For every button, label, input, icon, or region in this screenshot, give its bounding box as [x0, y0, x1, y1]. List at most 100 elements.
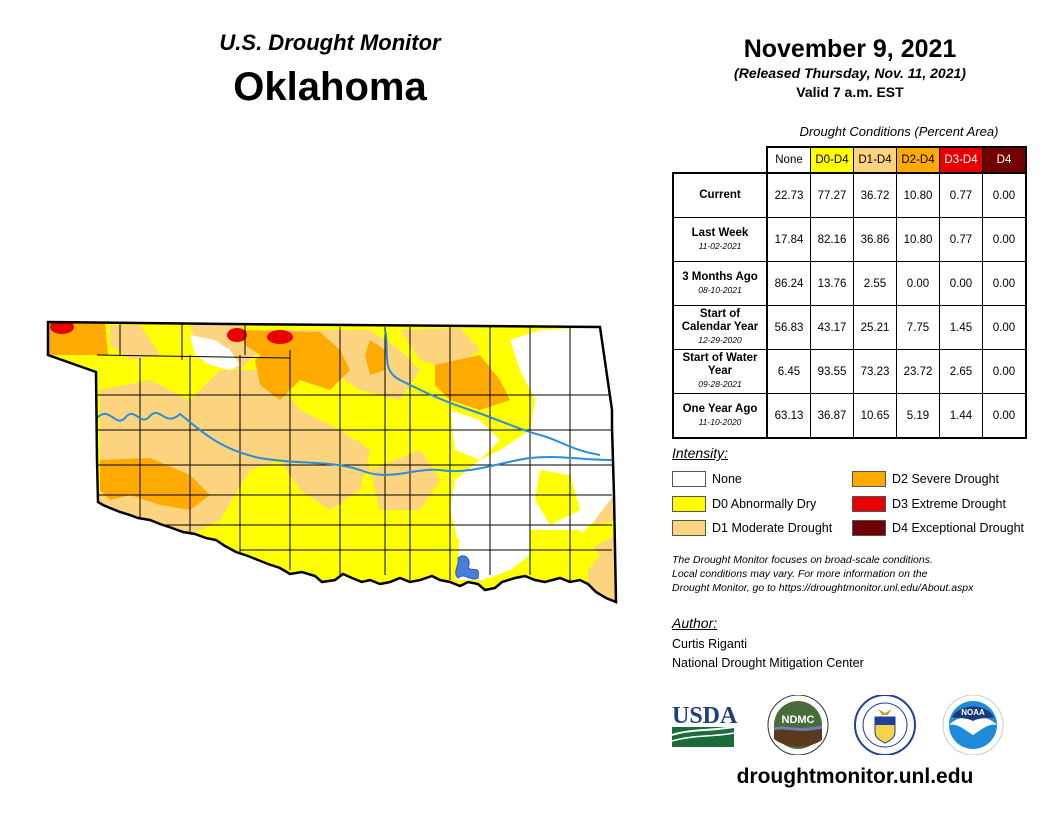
- cell-d0-d4: 77.27: [810, 172, 854, 218]
- cell-d3-d4: 0.77: [939, 172, 983, 218]
- row-label: 3 Months Ago 08-10-2021: [672, 261, 768, 306]
- cell-d0-d4: 36.87: [810, 393, 854, 439]
- cell-d1-d4: 36.72: [853, 172, 897, 218]
- table-row: One Year Ago 11-10-2020 63.13 36.87 10.65…: [672, 393, 1027, 439]
- site-url: droughtmonitor.unl.edu: [736, 765, 974, 788]
- cell-d3-d4: 0.00: [939, 261, 983, 306]
- cell-d0-d4: 43.17: [810, 305, 854, 350]
- row-title: One Year Ago: [682, 402, 758, 415]
- svg-text:USDA: USDA: [672, 703, 738, 729]
- row-title: Start of Water Year: [682, 352, 758, 377]
- table-caption: Drought Conditions (Percent Area): [799, 124, 999, 139]
- row-label: Last Week 11-02-2021: [672, 217, 768, 262]
- cell-d2-d4: 5.19: [896, 393, 940, 439]
- col-header-d3-d4: D3-D4: [939, 146, 983, 174]
- disclaimer-line: Local conditions may vary. For more info…: [672, 568, 928, 580]
- table-row: Start of Water Year 09-28-2021 6.45 93.55…: [672, 349, 1027, 394]
- row-label: Start of Water Year 09-28-2021: [672, 349, 768, 394]
- cell-d4: 0.00: [982, 261, 1027, 306]
- row-date: 09-28-2021: [698, 379, 742, 389]
- cell-d2-d4: 23.72: [896, 349, 940, 394]
- cell-none: 63.13: [766, 393, 811, 439]
- cell-none: 6.45: [766, 349, 811, 394]
- author-org: National Drought Mitigation Center: [672, 656, 864, 670]
- cell-d3-d4: 0.77: [939, 217, 983, 262]
- legend-title: Intensity:: [672, 445, 729, 461]
- cell-d1-d4: 2.55: [853, 261, 897, 306]
- cell-d2-d4: 7.75: [896, 305, 940, 350]
- legend-swatch: [852, 496, 886, 512]
- cell-d3-d4: 2.65: [939, 349, 983, 394]
- col-header-none: None: [766, 146, 811, 174]
- table-row: Start of Calendar Year 12-29-2020 56.83 4…: [672, 305, 1027, 350]
- table-header-row: None D0-D4 D1-D4 D2-D4 D3-D4 D4: [673, 146, 1027, 174]
- row-label: Start of Calendar Year 12-29-2020: [672, 305, 768, 350]
- cell-none: 17.84: [766, 217, 811, 262]
- legend-label: D1 Moderate Drought: [712, 521, 833, 535]
- cell-d0-d4: 93.55: [810, 349, 854, 394]
- oklahoma-drought-map: [46, 320, 618, 604]
- row-title: 3 Months Ago: [682, 270, 758, 283]
- cell-d4: 0.00: [982, 305, 1027, 350]
- valid-time: Valid 7 a.m. EST: [796, 84, 904, 100]
- cell-d3-d4: 1.45: [939, 305, 983, 350]
- table-row: Last Week 11-02-2021 17.84 82.16 36.86 10…: [672, 217, 1027, 262]
- cell-d1-d4: 73.23: [853, 349, 897, 394]
- col-header-d0-d4: D0-D4: [810, 146, 854, 174]
- table-row: Current 22.73 77.27 36.72 10.80 0.77 0.0…: [672, 172, 1027, 218]
- ndmc-logo-icon: NDMC: [767, 695, 829, 755]
- cell-d4: 0.00: [982, 349, 1027, 394]
- cell-d3-d4: 1.44: [939, 393, 983, 439]
- date-block: November 9, 2021 (Released Thursday, Nov…: [680, 34, 1020, 102]
- legend-label: None: [712, 472, 742, 486]
- disclaimer-line: The Drought Monitor focuses on broad-sca…: [672, 554, 933, 566]
- legend-label: D3 Extreme Drought: [892, 497, 1006, 511]
- cell-d0-d4: 13.76: [810, 261, 854, 306]
- legend-swatch: [672, 520, 706, 536]
- legend-swatch: [672, 471, 706, 487]
- commerce-seal-icon: [854, 695, 916, 755]
- legend-item-d3: D3 Extreme Drought: [852, 496, 1006, 512]
- cell-d1-d4: 36.86: [853, 217, 897, 262]
- usda-logo-icon: USDA: [671, 703, 738, 747]
- svg-text:NOAA: NOAA: [961, 708, 985, 717]
- release-date: (Released Thursday, Nov. 11, 2021): [734, 65, 966, 81]
- legend-item-d0: D0 Abnormally Dry: [672, 496, 816, 512]
- row-title: Start of Calendar Year: [681, 308, 759, 333]
- row-label: One Year Ago 11-10-2020: [672, 393, 768, 439]
- drought-conditions-table: None D0-D4 D1-D4 D2-D4 D3-D4 D4 Current …: [672, 146, 1027, 439]
- legend-item-d2: D2 Severe Drought: [852, 471, 999, 487]
- row-label: Current: [672, 172, 768, 218]
- legend-label: D0 Abnormally Dry: [712, 497, 817, 511]
- state-title: Oklahoma: [233, 65, 427, 109]
- disclaimer-text: The Drought Monitor focuses on broad-sca…: [672, 553, 1042, 595]
- row-date: 12-29-2020: [698, 335, 742, 345]
- cell-d1-d4: 10.65: [853, 393, 897, 439]
- cell-d4: 0.00: [982, 172, 1027, 218]
- legend-item-d4: D4 Exceptional Drought: [852, 520, 1024, 536]
- noaa-logo-icon: NOAA: [942, 695, 1004, 755]
- table-corner: [673, 147, 767, 174]
- author-name: Curtis Riganti: [672, 637, 748, 651]
- map-date: November 9, 2021: [743, 35, 957, 63]
- cell-none: 86.24: [766, 261, 811, 306]
- col-header-d1-d4: D1-D4: [853, 146, 897, 174]
- row-date: 11-10-2020: [698, 416, 742, 427]
- row-title: Last Week: [691, 226, 749, 239]
- svg-text:NDMC: NDMC: [782, 714, 815, 726]
- col-header-d4: D4: [982, 146, 1027, 174]
- cell-d2-d4: 10.80: [896, 217, 940, 262]
- col-header-d2-d4: D2-D4: [896, 146, 940, 174]
- cell-d2-d4: 0.00: [896, 261, 940, 306]
- legend-swatch: [672, 496, 706, 512]
- row-date: 11-02-2021: [698, 240, 742, 251]
- partner-logos: USDA NDMC NOAA: [671, 695, 1004, 755]
- product-title: U.S. Drought Monitor: [219, 30, 441, 55]
- row-title: Current: [699, 189, 741, 201]
- legend-swatch: [852, 520, 886, 536]
- legend-swatch: [852, 471, 886, 487]
- disclaimer-line: Drought Monitor, go to https://droughtmo…: [672, 582, 974, 594]
- cell-d2-d4: 10.80: [896, 172, 940, 218]
- legend-label: D4 Exceptional Drought: [892, 521, 1025, 535]
- table-row: 3 Months Ago 08-10-2021 86.24 13.76 2.55 …: [672, 261, 1027, 306]
